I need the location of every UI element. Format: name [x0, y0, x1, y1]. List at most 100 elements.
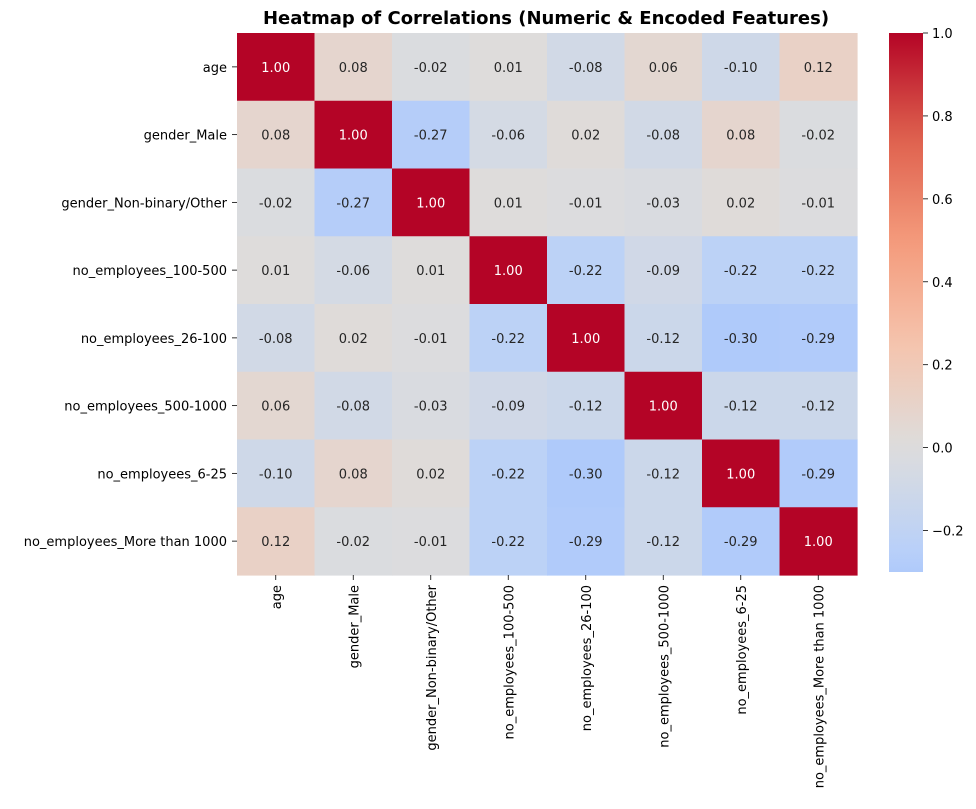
- heatmap-cell: [314, 168, 393, 237]
- cell-value-label: 0.02: [416, 467, 445, 482]
- heatmap-cell: [392, 100, 471, 170]
- cell-value-label: 1.00: [261, 61, 290, 76]
- x-tick-label: no_employees_6-25: [735, 585, 750, 715]
- cell-value-label: 1.00: [649, 400, 678, 415]
- cell-value-label: -0.29: [801, 332, 835, 347]
- colorbar-tick-label: 0.2: [932, 359, 953, 374]
- y-axis: age gender_Male gender_Non-binary/Other no_…: [24, 61, 237, 550]
- cell-value-label: -0.22: [491, 332, 525, 347]
- colorbar-tick-label: 0.8: [932, 110, 953, 125]
- cell-value-label: 1.00: [494, 264, 523, 279]
- cell-value-label: -0.01: [801, 196, 835, 211]
- heatmap-cell: [237, 33, 316, 102]
- heatmap-cell: [469, 100, 548, 170]
- cell-value-label: -0.03: [646, 196, 680, 211]
- heatmap-cell: [547, 304, 626, 373]
- heatmap-cell: [469, 236, 548, 305]
- heatmap-cell: [237, 304, 316, 373]
- cell-value-label: -0.29: [724, 535, 758, 550]
- cell-value-label: -0.12: [724, 400, 758, 415]
- heatmap-cell: [624, 236, 703, 305]
- cell-value-label: 0.02: [726, 196, 755, 211]
- heatmap-cell: [314, 439, 393, 508]
- cell-value-label: -0.30: [724, 332, 758, 347]
- heatmap-cell: [547, 371, 626, 441]
- heatmap-cells: [237, 33, 858, 576]
- heatmap-cell: [779, 100, 858, 170]
- x-tick-label: age: [270, 585, 285, 609]
- heatmap-cell: [702, 507, 781, 576]
- heatmap-cell: [779, 168, 858, 237]
- cell-value-label: 0.02: [339, 332, 368, 347]
- heatmap-cell: [469, 168, 548, 237]
- cell-value-label: 1.00: [726, 467, 755, 482]
- colorbar-tick-label: 0.0: [932, 442, 953, 457]
- y-tick-label: gender_Non-binary/Other: [61, 196, 227, 211]
- cell-value-label: 0.06: [261, 400, 290, 415]
- heatmap-cell: [702, 168, 781, 237]
- x-tick-label: gender_Male: [347, 585, 362, 668]
- heatmap-cell: [237, 168, 316, 237]
- cell-value-label: -0.12: [569, 400, 603, 415]
- cell-value-label: -0.29: [801, 467, 835, 482]
- cell-value-label: -0.09: [491, 400, 525, 415]
- heatmap-cell: [779, 371, 858, 441]
- y-tick-label: no_employees_26-100: [81, 332, 227, 347]
- x-tick-label: no_employees_26-100: [580, 585, 595, 731]
- y-tick-label: gender_Male: [144, 129, 227, 144]
- cell-value-label: 0.08: [339, 61, 368, 76]
- heatmap-cell: [469, 371, 548, 441]
- cell-value-label: 1.00: [804, 535, 833, 550]
- heatmap-cell: [469, 439, 548, 508]
- heatmap-cell: [237, 371, 316, 441]
- colorbar-tick-label: 1.0: [932, 27, 953, 42]
- heatmap-cell: [624, 100, 703, 170]
- cell-value-label: -0.06: [491, 129, 525, 144]
- y-tick-label: age: [203, 61, 227, 76]
- heatmap-cell: [624, 371, 703, 441]
- cell-value-label: -0.27: [414, 129, 448, 144]
- heatmap-cell: [237, 439, 316, 508]
- colorbar: 1.0 0.8 0.6 0.4 0.2 0.0 −0.2: [889, 27, 964, 572]
- colorbar-tick-label: 0.4: [932, 276, 953, 291]
- x-tick-label: no_employees_100-500: [502, 585, 517, 739]
- cell-value-label: 1.00: [339, 129, 368, 144]
- chart-title: Heatmap of Correlations (Numeric & Encod…: [263, 8, 829, 29]
- cell-value-label: 0.08: [339, 467, 368, 482]
- heatmap-cell: [237, 507, 316, 576]
- heatmap-cell: [624, 304, 703, 373]
- cell-value-label: -0.22: [491, 467, 525, 482]
- cell-value-label: -0.22: [569, 264, 603, 279]
- cell-value-label: 0.01: [494, 61, 523, 76]
- y-tick-label: no_employees_6-25: [97, 467, 227, 482]
- heatmap-cell: [547, 33, 626, 102]
- heatmap-cell: [392, 507, 471, 576]
- cell-value-label: 0.02: [571, 129, 600, 144]
- y-tick-label: no_employees_100-500: [73, 264, 227, 279]
- heatmap-cell: [702, 304, 781, 373]
- cell-value-label: -0.02: [414, 61, 448, 76]
- colorbar-tick-label: −0.2: [932, 525, 964, 540]
- cell-value-label: 0.01: [261, 264, 290, 279]
- heatmap-cell: [469, 507, 548, 576]
- cell-value-label: -0.12: [646, 332, 680, 347]
- cell-value-label: -0.02: [259, 196, 293, 211]
- heatmap-cell-labels: 1.00 0.08 -0.02 0.01 -0.08 0.06 -0.10 0.12 0.08 1…: [259, 61, 835, 550]
- cell-value-label: -0.02: [801, 129, 835, 144]
- cell-value-label: -0.08: [646, 129, 680, 144]
- cell-value-label: 0.12: [804, 61, 833, 76]
- heatmap-cell: [392, 33, 471, 102]
- cell-value-label: -0.01: [414, 535, 448, 550]
- x-axis: age gender_Male gender_Non-binary/Other no_…: [270, 575, 827, 788]
- cell-value-label: -0.08: [569, 61, 603, 76]
- y-tick-label: no_employees_More than 1000: [24, 535, 227, 550]
- heatmap-cell: [779, 439, 858, 508]
- heatmap-cell: [237, 236, 316, 305]
- heatmap-cell: [702, 236, 781, 305]
- cell-value-label: -0.01: [569, 196, 603, 211]
- cell-value-label: 0.12: [261, 535, 290, 550]
- heatmap-cell: [314, 236, 393, 305]
- cell-value-label: -0.03: [414, 400, 448, 415]
- x-tick-label: no_employees_More than 1000: [812, 585, 827, 788]
